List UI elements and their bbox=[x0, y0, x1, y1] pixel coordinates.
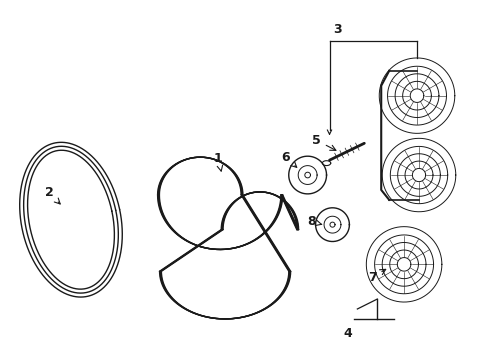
Text: 2: 2 bbox=[44, 186, 60, 204]
Text: 4: 4 bbox=[343, 327, 351, 340]
Text: 3: 3 bbox=[332, 23, 341, 36]
Text: 6: 6 bbox=[281, 151, 296, 167]
Text: 1: 1 bbox=[213, 152, 222, 171]
Text: 8: 8 bbox=[306, 215, 321, 228]
Text: 7: 7 bbox=[367, 269, 385, 284]
Text: 5: 5 bbox=[311, 134, 335, 150]
